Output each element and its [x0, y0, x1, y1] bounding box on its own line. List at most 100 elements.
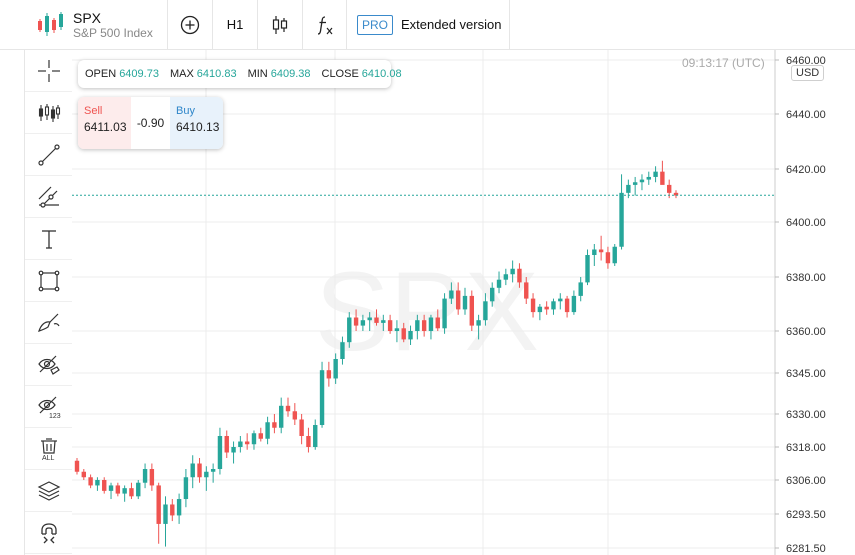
candle-body	[347, 317, 352, 343]
svg-text:ALL: ALL	[42, 455, 55, 461]
candle-body	[394, 328, 400, 331]
sell-label: Sell	[84, 105, 103, 117]
utc-clock: 09:13:17 (UTC)	[682, 56, 765, 70]
timeframe-button[interactable]: H1	[213, 0, 258, 49]
price-chart[interactable]: SPX 6460.006440.006420.006400.006380.006…	[72, 50, 855, 555]
candle-body	[666, 184, 672, 193]
price-axis-label: 6345.00	[786, 368, 826, 380]
trend-line-tool[interactable]	[25, 134, 72, 176]
candle-body	[571, 295, 577, 313]
price-axis-label: 6318.00	[786, 442, 826, 454]
candle-body	[231, 447, 236, 453]
price-axis-label: 6330.00	[786, 409, 826, 421]
rectangle-tool[interactable]	[25, 260, 72, 302]
pitchfork-icon	[38, 186, 59, 208]
text-icon	[41, 229, 56, 249]
candle-body	[455, 290, 461, 310]
candle-body	[626, 184, 631, 193]
candle-body	[102, 480, 107, 491]
sell-button[interactable]: Sell 6411.03	[78, 97, 131, 149]
max-value: 6410.83	[196, 68, 237, 80]
indicators-button[interactable]	[303, 0, 347, 49]
candle-body	[367, 317, 372, 321]
candle-body	[660, 171, 665, 185]
price-axis-label: 6306.00	[786, 475, 826, 487]
ohlc-panel: OPEN 6409.73 MAX 6410.83 MIN 6409.38 CLOSE 6…	[78, 60, 402, 88]
magnet-tool[interactable]	[25, 512, 72, 554]
candle-body	[490, 287, 495, 302]
candle-body	[632, 182, 638, 185]
currency-badge[interactable]: USD	[791, 65, 825, 81]
toolbar-divider	[24, 50, 25, 555]
brush-icon	[37, 313, 60, 332]
extended-version-button[interactable]: PRO Extended version	[347, 0, 511, 49]
candle-body	[530, 298, 536, 313]
min-value: 6409.38	[270, 68, 311, 80]
candle-body	[605, 252, 611, 264]
candle-body	[115, 485, 121, 494]
candle-body	[306, 436, 311, 447]
candle-body	[224, 436, 229, 453]
close-label: CLOSE	[321, 68, 359, 80]
price-axis[interactable]: 6460.00 6440.00 6420.00 6400.00 6380.00 6360.…	[775, 55, 826, 555]
candle-body	[551, 301, 556, 310]
candle-body	[415, 320, 420, 331]
candle-body	[387, 320, 393, 331]
hide-values-tool[interactable]: 123	[25, 386, 72, 428]
candle-body	[258, 433, 263, 439]
candles-layer	[74, 160, 679, 547]
candle-body	[176, 499, 182, 516]
symbol-name: SPX	[73, 9, 102, 26]
price-axis-label: 6440.00	[786, 109, 826, 121]
trend-line-icon	[37, 143, 60, 166]
chart-type-button[interactable]	[258, 0, 303, 49]
indicators-tool[interactable]	[25, 92, 72, 134]
candle-body	[163, 504, 168, 524]
candle-body	[428, 317, 434, 331]
open-value: 6409.73	[119, 68, 159, 80]
chart-watermark: SPX	[315, 249, 539, 374]
candle-body	[374, 317, 379, 323]
candle-body	[653, 171, 658, 177]
candle-body	[142, 469, 148, 483]
add-symbol-button[interactable]	[168, 0, 213, 49]
candle-body	[408, 331, 413, 340]
candle-body	[598, 249, 604, 253]
pitchfork-tool[interactable]	[25, 176, 72, 218]
buy-button[interactable]: Buy 6410.13	[170, 97, 223, 149]
candle-body	[510, 268, 515, 275]
candle-body	[340, 342, 345, 359]
candle-body	[517, 268, 522, 283]
pro-badge: PRO	[357, 14, 394, 35]
candle-body	[619, 192, 624, 247]
candle-body	[544, 306, 549, 310]
candle-body	[149, 469, 155, 486]
delete-all-tool[interactable]: ALL	[25, 428, 72, 470]
text-tool[interactable]	[25, 218, 72, 260]
spread-value: -0.90	[136, 116, 165, 130]
candle-body	[136, 482, 141, 497]
symbol-selector[interactable]: SPX S&P 500 Index	[73, 0, 168, 49]
buy-label: Buy	[176, 105, 195, 117]
candle-body	[122, 488, 127, 494]
candle-body	[401, 328, 406, 340]
magnet-icon	[40, 522, 57, 543]
brush-tool[interactable]	[25, 302, 72, 344]
candle-body	[483, 301, 488, 321]
price-axis-label: 6360.00	[786, 326, 826, 338]
layers-tool[interactable]	[25, 470, 72, 512]
candle-body	[326, 370, 332, 379]
crosshair-tool[interactable]	[25, 50, 72, 92]
candle-body	[74, 460, 80, 472]
candle-body	[333, 359, 338, 379]
candle-body	[639, 179, 645, 183]
hide-drawings-tool[interactable]	[25, 344, 72, 386]
min-label: MIN	[247, 68, 268, 80]
candle-body	[285, 405, 291, 412]
candle-body	[421, 320, 427, 331]
price-axis-label: 6281.50	[786, 543, 826, 555]
indicators-icon	[38, 103, 60, 122]
candle-body	[108, 485, 114, 491]
candle-body	[673, 192, 679, 196]
extended-version-label: Extended version	[401, 17, 502, 32]
